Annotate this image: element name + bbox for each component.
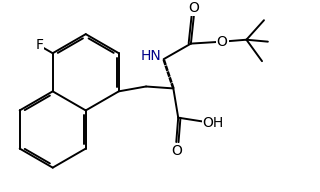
Text: O: O: [171, 144, 182, 158]
Text: OH: OH: [203, 116, 224, 130]
Text: F: F: [35, 38, 43, 52]
Text: HN: HN: [140, 49, 161, 63]
Text: O: O: [217, 35, 228, 49]
Text: O: O: [188, 1, 199, 15]
